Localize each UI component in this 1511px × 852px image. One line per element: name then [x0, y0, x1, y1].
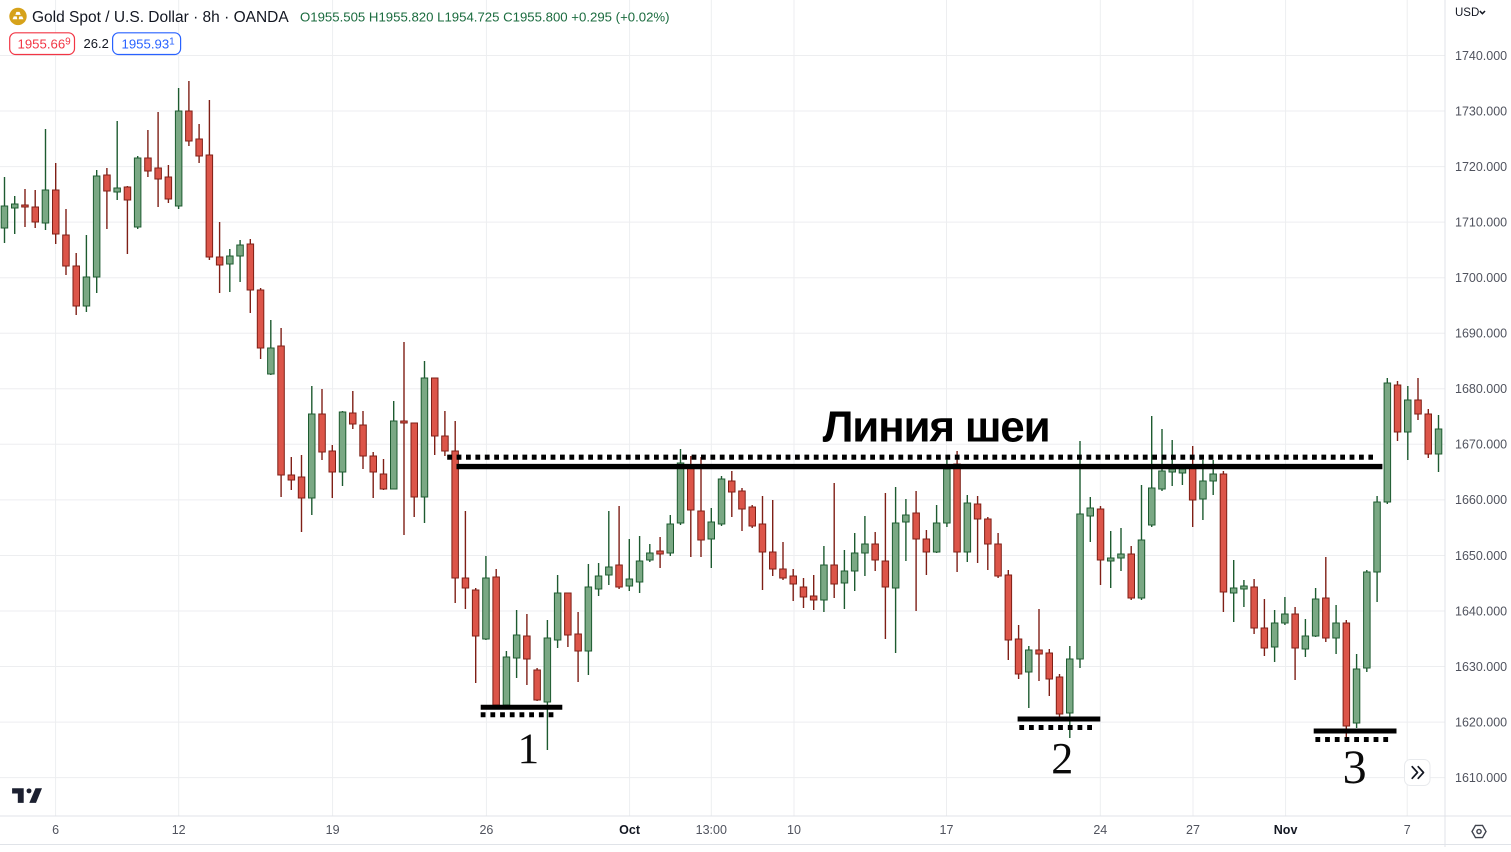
svg-text:1670.000: 1670.000	[1455, 438, 1507, 452]
svg-text:13:00: 13:00	[696, 823, 727, 837]
svg-text:1620.000: 1620.000	[1455, 715, 1507, 729]
svg-text:6: 6	[52, 823, 59, 837]
svg-text:1690.000: 1690.000	[1455, 327, 1507, 341]
svg-text:1700.000: 1700.000	[1455, 271, 1507, 285]
svg-text:O1955.505 H1955.820 L1954.72: O1955.505 H1955.820 L1954.725 C1955.800 …	[300, 10, 670, 25]
svg-text:1640.000: 1640.000	[1455, 604, 1507, 618]
svg-text:1720.000: 1720.000	[1455, 160, 1507, 174]
svg-text:3: 3	[1343, 741, 1367, 794]
svg-text:17: 17	[940, 823, 954, 837]
svg-text:12: 12	[172, 823, 186, 837]
svg-text:USD: USD	[1455, 7, 1479, 19]
svg-text:Nov: Nov	[1274, 823, 1298, 837]
svg-text:1650.000: 1650.000	[1455, 549, 1507, 563]
svg-text:1630.000: 1630.000	[1455, 660, 1507, 674]
svg-text:Oct: Oct	[619, 823, 641, 837]
svg-text:1955.931: 1955.931	[122, 36, 176, 51]
svg-text:1: 1	[518, 726, 540, 773]
svg-text:7: 7	[1404, 823, 1411, 837]
svg-text:Gold Spot / U.S. Dollar · 8h ·: Gold Spot / U.S. Dollar · 8h · OANDA	[32, 9, 289, 26]
svg-text:1740.000: 1740.000	[1455, 49, 1507, 63]
svg-text:24: 24	[1093, 823, 1107, 837]
svg-text:26: 26	[479, 823, 493, 837]
svg-text:1680.000: 1680.000	[1455, 382, 1507, 396]
svg-text:1710.000: 1710.000	[1455, 215, 1507, 229]
svg-text:26.2: 26.2	[84, 36, 109, 51]
svg-text:27: 27	[1186, 823, 1200, 837]
svg-text:10: 10	[787, 823, 801, 837]
svg-text:1730.000: 1730.000	[1455, 104, 1507, 118]
svg-text:19: 19	[326, 823, 340, 837]
svg-text:1610.000: 1610.000	[1455, 771, 1507, 785]
svg-text:Линия шеи: Линия шеи	[823, 403, 1050, 452]
svg-text:2: 2	[1051, 734, 1073, 783]
svg-text:1660.000: 1660.000	[1455, 493, 1507, 507]
svg-text:1955.669: 1955.669	[18, 36, 72, 51]
